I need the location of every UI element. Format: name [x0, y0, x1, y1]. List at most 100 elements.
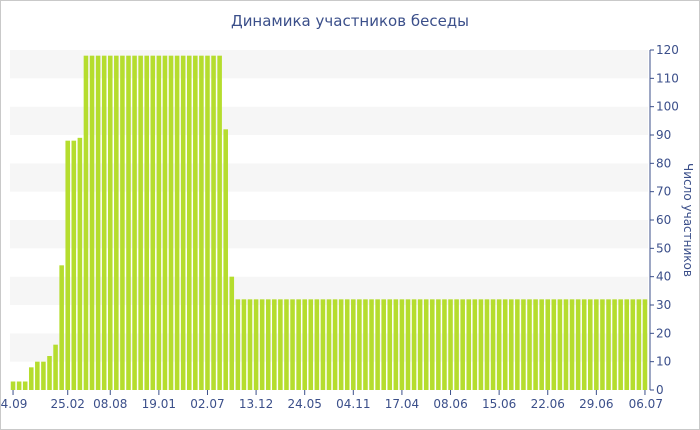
bar[interactable] [53, 344, 58, 390]
bar[interactable] [612, 299, 617, 390]
bar[interactable] [569, 299, 575, 390]
bar[interactable] [205, 55, 210, 391]
bar[interactable] [308, 299, 314, 390]
bar[interactable] [302, 299, 307, 390]
bar[interactable] [156, 55, 162, 391]
bar[interactable] [484, 299, 490, 390]
bar[interactable] [472, 299, 478, 390]
bar[interactable] [460, 299, 465, 390]
bar[interactable] [636, 299, 642, 390]
bar[interactable] [284, 299, 289, 390]
bar[interactable] [509, 299, 514, 390]
bar[interactable] [265, 299, 271, 390]
bar[interactable] [594, 299, 599, 390]
bar[interactable] [344, 299, 350, 390]
bar[interactable] [326, 299, 332, 390]
bar[interactable] [47, 356, 52, 390]
bar[interactable] [126, 55, 131, 391]
bar[interactable] [630, 299, 636, 390]
bar[interactable] [296, 299, 301, 390]
bar[interactable] [381, 299, 386, 390]
bar[interactable] [454, 299, 459, 390]
bar[interactable] [624, 299, 630, 390]
bar[interactable] [193, 55, 198, 391]
bar[interactable] [618, 299, 623, 390]
bar[interactable] [259, 299, 265, 390]
bar[interactable] [132, 55, 137, 391]
bar[interactable] [545, 299, 551, 390]
bar[interactable] [527, 299, 532, 390]
bar[interactable] [89, 55, 95, 391]
bar[interactable] [320, 299, 326, 390]
bar[interactable] [387, 299, 393, 390]
bar[interactable] [466, 299, 472, 390]
bar[interactable] [168, 55, 174, 391]
bar[interactable] [35, 361, 40, 390]
bar[interactable] [515, 299, 520, 390]
bar[interactable] [411, 299, 417, 390]
bar[interactable] [642, 299, 648, 390]
bar[interactable] [369, 299, 374, 390]
bar[interactable] [120, 55, 125, 391]
bar[interactable] [496, 299, 502, 390]
bar[interactable] [338, 299, 344, 390]
bar[interactable] [278, 299, 283, 390]
bar[interactable] [41, 361, 46, 390]
bar[interactable] [199, 55, 204, 391]
bar[interactable] [363, 299, 368, 390]
bar[interactable] [65, 140, 71, 390]
bar[interactable] [235, 299, 241, 390]
bar[interactable] [71, 140, 77, 390]
bar[interactable] [478, 299, 484, 390]
bar[interactable] [399, 299, 405, 390]
bar[interactable] [314, 299, 320, 390]
bar[interactable] [229, 276, 235, 390]
bar[interactable] [28, 367, 34, 390]
bar[interactable] [575, 299, 581, 390]
bar[interactable] [490, 299, 496, 390]
bar[interactable] [107, 55, 113, 391]
bar[interactable] [241, 299, 247, 390]
bar[interactable] [290, 299, 295, 390]
bar[interactable] [357, 299, 362, 390]
bar[interactable] [83, 55, 89, 391]
bar[interactable] [272, 299, 277, 390]
bar[interactable] [600, 299, 605, 390]
bar[interactable] [95, 55, 101, 391]
bar[interactable] [247, 299, 253, 390]
bar[interactable] [16, 381, 22, 391]
bar[interactable] [521, 299, 526, 390]
bar[interactable] [101, 55, 107, 391]
bar[interactable] [77, 137, 83, 390]
bar[interactable] [253, 299, 259, 390]
bar[interactable] [442, 299, 447, 390]
bar[interactable] [217, 55, 222, 391]
bar[interactable] [448, 299, 453, 390]
bar[interactable] [551, 299, 557, 390]
bar[interactable] [588, 299, 593, 390]
bar[interactable] [223, 129, 228, 390]
bar[interactable] [405, 299, 411, 390]
bar[interactable] [162, 55, 168, 391]
bar[interactable] [211, 55, 216, 391]
bar[interactable] [557, 299, 563, 390]
bar[interactable] [144, 55, 149, 391]
bar[interactable] [417, 299, 423, 390]
bar[interactable] [174, 55, 180, 391]
bar[interactable] [502, 299, 508, 390]
bar[interactable] [10, 381, 16, 391]
bar[interactable] [393, 299, 399, 390]
bar[interactable] [22, 381, 28, 391]
bar[interactable] [423, 299, 429, 390]
bar[interactable] [138, 55, 143, 391]
bar[interactable] [430, 299, 435, 390]
bar[interactable] [114, 55, 119, 391]
bar[interactable] [533, 299, 538, 390]
bar[interactable] [150, 55, 156, 391]
bar[interactable] [59, 265, 64, 390]
bar[interactable] [375, 299, 380, 390]
bar[interactable] [180, 55, 186, 391]
bar[interactable] [436, 299, 441, 390]
bar[interactable] [539, 299, 544, 390]
bar[interactable] [332, 299, 338, 390]
